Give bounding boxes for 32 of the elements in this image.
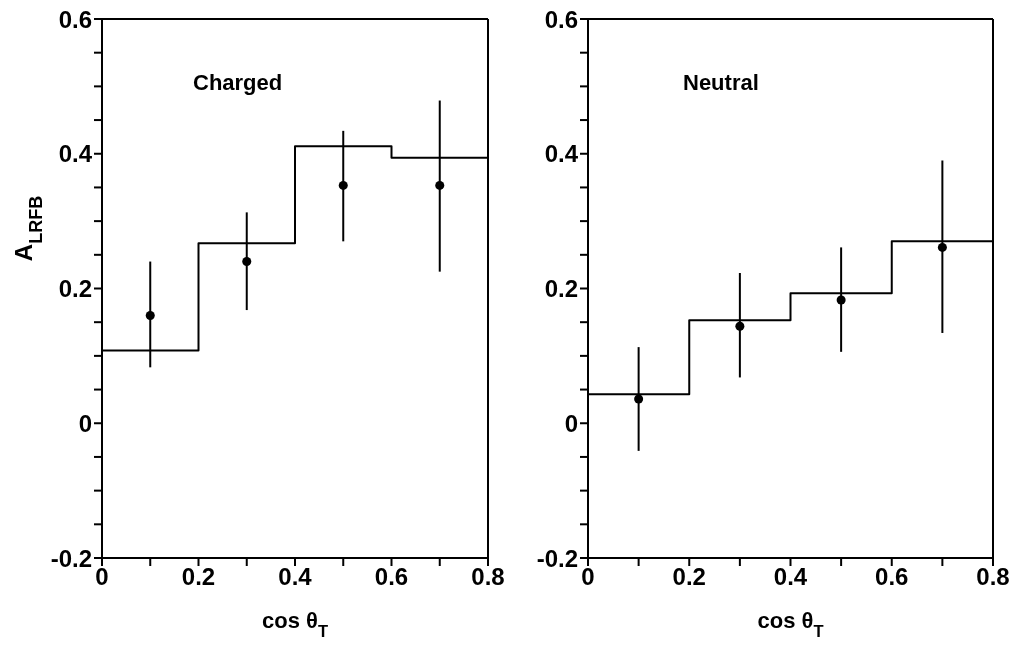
y-tick-label: 0.2 <box>544 275 578 303</box>
point <box>338 180 348 190</box>
x-tick-label: 0.6 <box>875 563 909 591</box>
x-tick-label: 0 <box>581 563 595 591</box>
y-tick-label: 0.6 <box>544 5 578 33</box>
annotation: Charged <box>193 70 283 96</box>
x-tick-label: 0.6 <box>374 563 409 591</box>
y-tick-label: 0.4 <box>58 140 93 168</box>
point <box>836 295 846 305</box>
point <box>145 310 155 320</box>
x-tick-label: 0.2 <box>181 563 216 591</box>
x-axis-title: cos θ$_{T}$ <box>757 608 824 640</box>
point <box>634 394 644 404</box>
x-tick-label: 0.2 <box>672 563 706 591</box>
x-tick-label: 0.4 <box>278 563 313 591</box>
point <box>937 242 947 252</box>
y-tick-label: 0.6 <box>58 5 92 33</box>
point <box>435 180 445 190</box>
x-tick-label: 0.4 <box>773 563 808 591</box>
annotation: Neutral <box>683 70 759 96</box>
y-tick-label: -0.2 <box>536 544 578 572</box>
y-tick-label: 0 <box>78 409 92 437</box>
y-tick-label: -0.2 <box>50 544 92 572</box>
y-tick-label: 0.2 <box>58 275 92 303</box>
x-axis-title: cos θ$_{T}$ <box>261 608 329 640</box>
x-tick-label: 0 <box>95 563 109 591</box>
point <box>242 257 252 267</box>
x-tick-label: 0.8 <box>471 563 505 591</box>
y-tick-label: 0.4 <box>544 140 579 168</box>
point <box>735 321 745 331</box>
y-tick-label: 0 <box>564 409 578 437</box>
x-tick-label: 0.8 <box>976 563 1010 591</box>
